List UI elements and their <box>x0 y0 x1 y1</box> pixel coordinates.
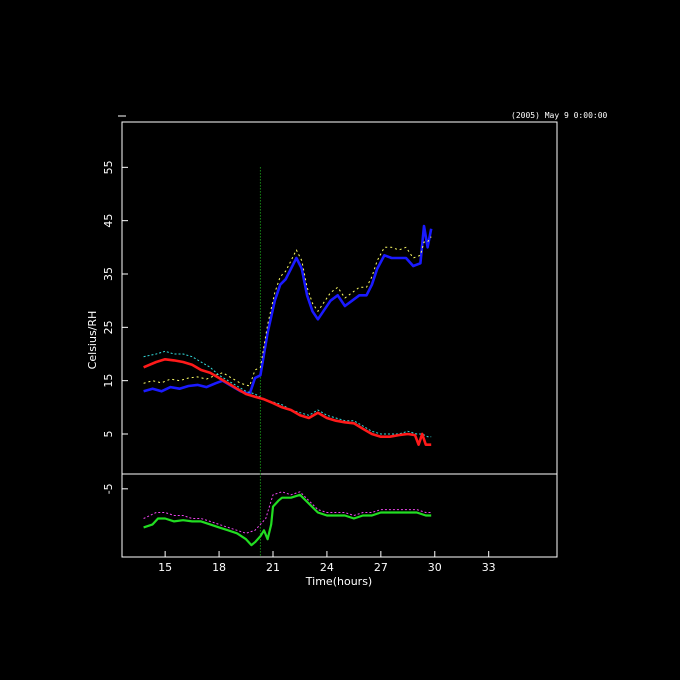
axis-ticks: 15 18 21 24 27 30 33 5 15 25 35 45 55 -5 <box>102 160 496 574</box>
series-layer <box>143 167 433 557</box>
x-tick-label-4: 27 <box>374 561 388 574</box>
series-line-yellow <box>143 236 432 387</box>
x-tick-label-5: 30 <box>428 561 442 574</box>
timestamp-label: (2005) May 9 0:00:00 <box>511 111 608 120</box>
x-tick-label-3: 24 <box>320 561 334 574</box>
y-tick-label-1: 15 <box>102 374 115 388</box>
series-line-green <box>143 493 432 547</box>
series-line-blue <box>143 224 433 396</box>
plot-border <box>121 121 558 558</box>
series-line-red <box>143 358 432 446</box>
y-tick-label-0: 5 <box>102 431 115 438</box>
y-tick-label-5: 55 <box>102 160 115 174</box>
x-axis-label: Time(hours) <box>305 575 372 588</box>
series-line-magenta <box>143 491 432 534</box>
y-tick-label-3: 35 <box>102 267 115 281</box>
plot-frame <box>118 115 558 558</box>
x-tick-label-1: 18 <box>212 561 226 574</box>
y-axis-label: Celsius/RH <box>86 311 99 370</box>
x-tick-label-2: 21 <box>266 561 280 574</box>
x-tick-label-0: 15 <box>158 561 172 574</box>
y-tick-label-2: 25 <box>102 320 115 334</box>
x-tick-label-6: 33 <box>482 561 496 574</box>
y-tick-label-4: 45 <box>102 214 115 228</box>
y-tick-label-6: -5 <box>102 483 115 494</box>
